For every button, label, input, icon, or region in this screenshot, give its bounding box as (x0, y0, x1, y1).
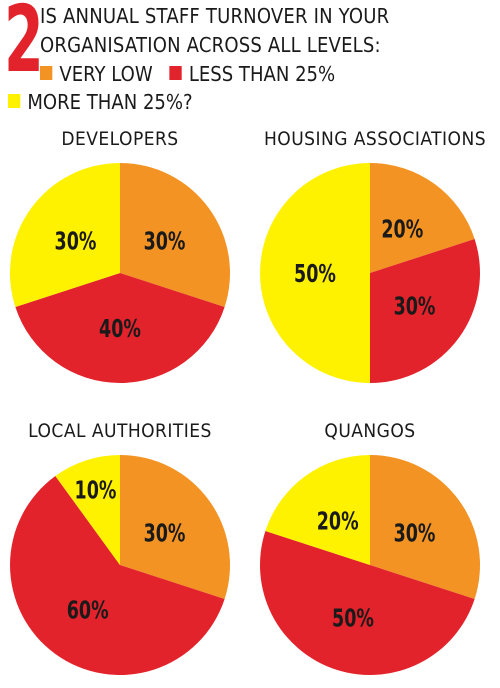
pie-label-housing-associations-less-than-25: 30% (394, 292, 436, 321)
pie-label-quangos-more-than-25: 20% (317, 507, 359, 536)
pie-label-housing-associations-very-low: 20% (381, 215, 423, 244)
legend-swatch-less-than-25 (169, 66, 182, 80)
legend-swatch-very-low (40, 66, 53, 80)
pie-slice-housing-associations-very-low (370, 163, 475, 273)
pie-slice-developers-more-than-25 (9, 163, 120, 307)
pie-slice-quangos-very-low (370, 455, 481, 599)
chart-title-quangos: QUANGOS (324, 420, 416, 442)
pie-label-developers-less-than-25: 40% (99, 315, 141, 344)
legend-label-very-low: VERY LOW (59, 62, 153, 86)
question-number: 2 (4, 0, 44, 93)
question-line-2: ORGANISATION ACROSS ALL LEVELS: (40, 33, 381, 57)
pie-label-developers-very-low: 30% (144, 228, 186, 257)
chart-title-housing-associations: HOUSING ASSOCIATIONS (263, 128, 487, 150)
pie-label-quangos-very-low: 30% (394, 520, 436, 549)
legend-label-less-than-25: LESS THAN 25% (188, 62, 336, 86)
pie-slice-local-authorities-very-low (120, 455, 231, 599)
pie-label-local-authorities-less-than-25: 60% (67, 596, 109, 625)
chart-title-developers: DEVELOPERS (61, 128, 179, 150)
question-line-1: IS ANNUAL STAFF TURNOVER IN YOUR (40, 4, 390, 28)
legend-swatch-more-than-25 (8, 94, 21, 108)
pie-slice-quangos-more-than-25 (265, 455, 370, 565)
legend-item-very-low: VERY LOW (40, 62, 153, 86)
pie-slice-local-authorities-more-than-25 (55, 455, 121, 565)
pie-slice-developers-very-low (120, 163, 231, 307)
pie-slice-housing-associations-less-than-25 (370, 239, 481, 383)
pie-slice-developers-less-than-25 (15, 273, 225, 384)
pie-label-housing-associations-more-than-25: 50% (294, 260, 336, 289)
pie-label-developers-more-than-25: 30% (55, 228, 97, 257)
legend-item-less-than-25: LESS THAN 25% (169, 62, 335, 86)
pie-slice-quangos-less-than-25 (259, 531, 475, 676)
pie-label-local-authorities-very-low: 30% (144, 520, 186, 549)
legend-item-more-than-25: MORE THAN 25%? (8, 90, 193, 114)
legend-row-2: MORE THAN 25%? (8, 90, 205, 114)
pie-slice-local-authorities-less-than-25 (10, 476, 225, 675)
chart-title-local-authorities: LOCAL AUTHORITIES (28, 420, 212, 442)
legend-row-1: VERY LOW LESS THAN 25% (40, 62, 348, 86)
pie-label-quangos-less-than-25: 50% (332, 604, 374, 633)
pie-label-local-authorities-more-than-25: 10% (75, 477, 117, 506)
legend-label-more-than-25: MORE THAN 25%? (27, 90, 193, 114)
question-header: 2 IS ANNUAL STAFF TURNOVER IN YOUR ORGAN… (0, 0, 500, 114)
pie-slice-housing-associations-more-than-25 (260, 163, 370, 383)
